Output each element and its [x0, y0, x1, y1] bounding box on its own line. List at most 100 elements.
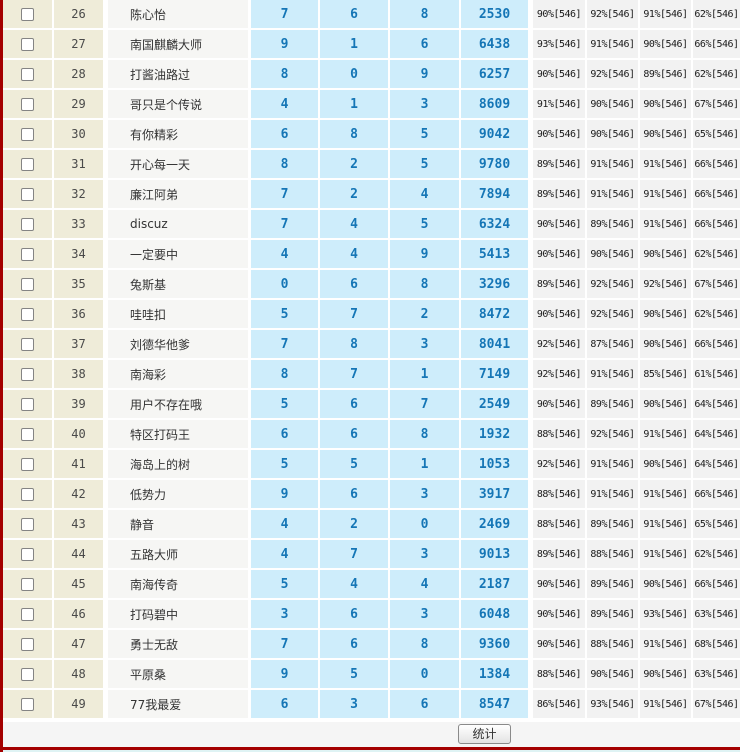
digit-cell-1: 8: [251, 60, 318, 88]
row-checkbox[interactable]: [21, 397, 34, 411]
row-checkbox[interactable]: [21, 697, 34, 711]
row-checkbox[interactable]: [21, 487, 34, 501]
stat-cell-4: 65%[546]: [693, 120, 740, 148]
stat-cell-3: 90%[546]: [640, 30, 691, 58]
checkbox-cell: [3, 660, 52, 688]
row-name: 有你精彩: [108, 120, 248, 148]
stat-cell-3: 92%[546]: [640, 270, 691, 298]
digit-cell-2: 4: [320, 240, 388, 268]
row-checkbox[interactable]: [21, 637, 34, 651]
digit-cell-2: 6: [320, 600, 388, 628]
row-checkbox[interactable]: [21, 367, 34, 381]
digit-cell-1: 7: [251, 180, 318, 208]
checkbox-cell: [3, 480, 52, 508]
row-name: discuz: [108, 210, 248, 238]
row-name: 开心每一天: [108, 150, 248, 178]
row-checkbox[interactable]: [21, 337, 34, 351]
digit-cell-2: 2: [320, 150, 388, 178]
stat-cell-1: 91%[546]: [533, 90, 585, 118]
digit-cell-2: 6: [320, 390, 388, 418]
stat-cell-2: 89%[546]: [587, 570, 638, 598]
stat-cell-1: 89%[546]: [533, 540, 585, 568]
row-checkbox[interactable]: [21, 97, 34, 111]
digit-cell-2: 7: [320, 360, 388, 388]
row-checkbox[interactable]: [21, 157, 34, 171]
row-name: 南海传奇: [108, 570, 248, 598]
stat-cell-4: 62%[546]: [693, 60, 740, 88]
digit-cell-1: 6: [251, 690, 318, 718]
row-checkbox[interactable]: [21, 247, 34, 261]
stat-cell-1: 88%[546]: [533, 480, 585, 508]
statistics-button[interactable]: 统计: [458, 724, 511, 744]
row-checkbox[interactable]: [21, 277, 34, 291]
stat-cell-3: 85%[546]: [640, 360, 691, 388]
row-checkbox[interactable]: [21, 547, 34, 561]
row-checkbox[interactable]: [21, 667, 34, 681]
stat-cell-3: 90%[546]: [640, 330, 691, 358]
row-checkbox[interactable]: [21, 607, 34, 621]
stat-cell-4: 67%[546]: [693, 690, 740, 718]
stat-cell-4: 66%[546]: [693, 30, 740, 58]
stat-cell-1: 90%[546]: [533, 120, 585, 148]
stat-cell-2: 91%[546]: [587, 180, 638, 208]
row-name: 南国麒麟大师: [108, 30, 248, 58]
total-cell: 2549: [461, 390, 528, 418]
total-cell: 7149: [461, 360, 528, 388]
row-checkbox[interactable]: [21, 127, 34, 141]
digit-cell-3: 8: [390, 270, 459, 298]
row-name: 用户不存在哦: [108, 390, 248, 418]
row-name: 廉江阿弟: [108, 180, 248, 208]
row-checkbox[interactable]: [21, 457, 34, 471]
checkbox-cell: [3, 540, 52, 568]
digit-cell-2: 3: [320, 690, 388, 718]
stat-cell-1: 90%[546]: [533, 300, 585, 328]
stat-cell-3: 91%[546]: [640, 510, 691, 538]
stat-cell-1: 90%[546]: [533, 60, 585, 88]
stat-cell-3: 91%[546]: [640, 150, 691, 178]
digit-cell-1: 7: [251, 630, 318, 658]
stat-cell-1: 90%[546]: [533, 570, 585, 598]
row-index: 28: [54, 60, 103, 88]
row-name: 南海彩: [108, 360, 248, 388]
row-checkbox[interactable]: [21, 7, 34, 21]
stat-cell-3: 91%[546]: [640, 210, 691, 238]
row-checkbox[interactable]: [21, 577, 34, 591]
digit-cell-3: 3: [390, 90, 459, 118]
digit-cell-3: 3: [390, 480, 459, 508]
checkbox-cell: [3, 420, 52, 448]
digit-cell-3: 3: [390, 600, 459, 628]
row-checkbox[interactable]: [21, 67, 34, 81]
stat-cell-3: 93%[546]: [640, 600, 691, 628]
stat-cell-4: 66%[546]: [693, 180, 740, 208]
digit-cell-2: 4: [320, 210, 388, 238]
row-checkbox[interactable]: [21, 187, 34, 201]
row-checkbox[interactable]: [21, 307, 34, 321]
row-name: 静音: [108, 510, 248, 538]
stat-cell-3: 91%[546]: [640, 0, 691, 28]
row-checkbox[interactable]: [21, 217, 34, 231]
total-cell: 8547: [461, 690, 528, 718]
checkbox-cell: [3, 60, 52, 88]
digit-cell-2: 7: [320, 300, 388, 328]
stat-cell-1: 90%[546]: [533, 210, 585, 238]
stat-cell-4: 62%[546]: [693, 540, 740, 568]
stat-cell-1: 89%[546]: [533, 180, 585, 208]
total-cell: 6324: [461, 210, 528, 238]
row-checkbox[interactable]: [21, 517, 34, 531]
checkbox-cell: [3, 150, 52, 178]
row-checkbox[interactable]: [21, 427, 34, 441]
stat-cell-2: 92%[546]: [587, 270, 638, 298]
digit-cell-1: 4: [251, 540, 318, 568]
stat-cell-2: 92%[546]: [587, 0, 638, 28]
digit-cell-3: 1: [390, 360, 459, 388]
checkbox-cell: [3, 630, 52, 658]
total-cell: 9360: [461, 630, 528, 658]
digit-cell-3: 7: [390, 390, 459, 418]
row-index: 31: [54, 150, 103, 178]
row-checkbox[interactable]: [21, 37, 34, 51]
stat-cell-2: 90%[546]: [587, 90, 638, 118]
total-cell: 9013: [461, 540, 528, 568]
stat-cell-1: 86%[546]: [533, 690, 585, 718]
row-index: 26: [54, 0, 103, 28]
checkbox-cell: [3, 0, 52, 28]
